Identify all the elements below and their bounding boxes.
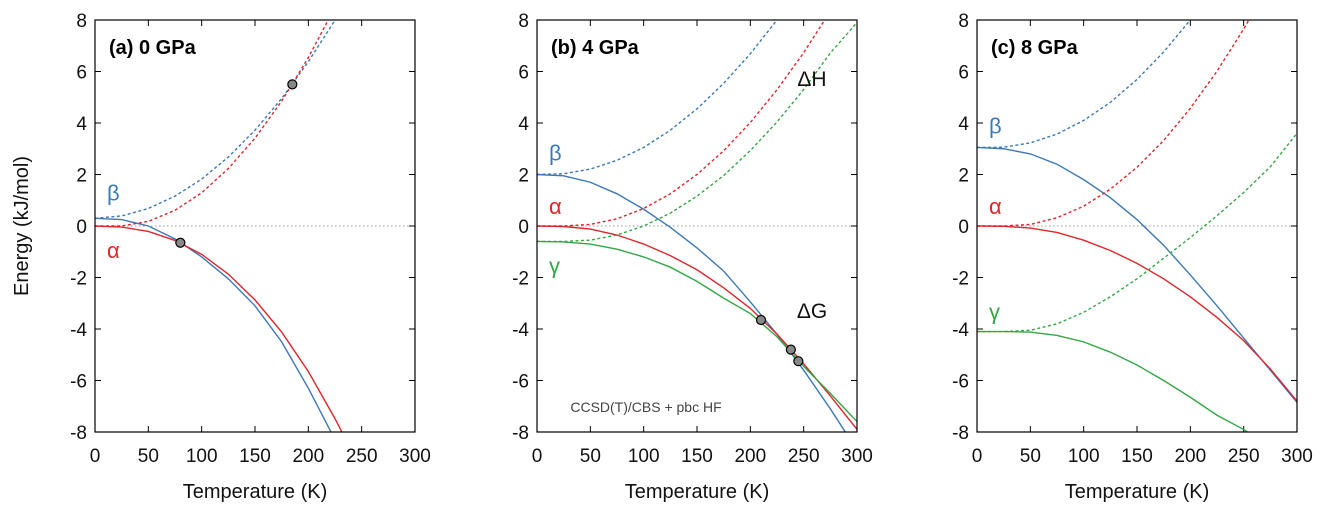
annotation: ΔG: [797, 300, 827, 323]
free-energy-line: [95, 217, 332, 432]
enthalpy-line: [537, 22, 857, 243]
y-tick-label: 2: [958, 166, 969, 187]
annotation: CCSD(T)/CBS + pbc HF: [570, 399, 721, 415]
x-tick-label: 100: [1068, 446, 1100, 467]
x-tick-label: 0: [532, 446, 543, 467]
x-tick-label: 50: [1020, 446, 1041, 467]
enthalpy-line: [537, 20, 826, 227]
free-energy-line: [95, 225, 343, 432]
x-tick-label: 300: [841, 446, 873, 467]
y-tick-label: 4: [76, 114, 87, 135]
x-tick-label: 0: [90, 446, 101, 467]
x-tick-label: 300: [399, 446, 431, 467]
y-tick-label: 2: [518, 166, 529, 187]
y-tick-label: -6: [512, 372, 529, 393]
enthalpy-line: [95, 20, 336, 219]
curves: [95, 20, 343, 432]
x-tick-label: 100: [628, 446, 660, 467]
y-tick-label: -2: [512, 269, 529, 290]
enthalpy-line: [977, 132, 1297, 333]
y-tick-label: 8: [518, 11, 529, 32]
enthalpy-line: [537, 20, 778, 176]
x-tick-label: 150: [1121, 446, 1153, 467]
x-axis-label: Temperature (K): [183, 481, 328, 503]
y-tick-label: 0: [76, 217, 87, 238]
y-tick-label: -6: [70, 372, 87, 393]
free-energy-line: [977, 146, 1297, 403]
x-axis-label: Temperature (K): [1065, 481, 1210, 503]
panel-title: (a) 0 GPa: [109, 37, 197, 59]
phase-label: β: [107, 180, 120, 205]
y-tick-label: 2: [76, 166, 87, 187]
x-tick-label: 150: [239, 446, 271, 467]
y-tick-label: 0: [958, 217, 969, 238]
panel-title: (c) 8 GPa: [991, 37, 1079, 59]
free-energy-line: [537, 225, 857, 430]
y-tick-label: -8: [70, 423, 87, 444]
y-tick-label: 4: [518, 114, 529, 135]
x-tick-label: 200: [734, 446, 766, 467]
x-tick-label: 250: [788, 446, 820, 467]
phase-label: β: [989, 113, 1002, 138]
x-tick-label: 200: [1174, 446, 1206, 467]
annotation: ΔH: [797, 68, 826, 91]
x-tick-label: 300: [1281, 446, 1313, 467]
y-tick-label: 6: [518, 63, 529, 84]
phase-label: β: [549, 141, 562, 166]
free-energy-line: [977, 330, 1249, 432]
y-tick-label: -8: [952, 423, 969, 444]
x-tick-label: 250: [1228, 446, 1260, 467]
y-tick-label: 6: [958, 63, 969, 84]
y-tick-label: 6: [76, 63, 87, 84]
phase-label: γ: [549, 253, 560, 278]
plot-frame: [94, 19, 416, 433]
phase-label: α: [549, 194, 562, 219]
x-tick-label: 200: [292, 446, 324, 467]
y-axis-label: Energy (kJ/mol): [11, 156, 33, 296]
x-tick-label: 250: [346, 446, 378, 467]
x-tick-label: 150: [681, 446, 713, 467]
crossing-point: [287, 79, 298, 90]
y-tick-label: -8: [512, 423, 529, 444]
curves: [977, 20, 1297, 432]
phase-label: α: [107, 238, 120, 263]
y-tick-label: -4: [70, 320, 87, 341]
crossing-point: [755, 314, 767, 326]
phase-label: α: [989, 194, 1002, 219]
free-energy-line: [537, 173, 847, 432]
x-axis-label: Temperature (K): [625, 481, 770, 503]
enthalpy-line: [977, 20, 1250, 227]
free-energy-line: [537, 240, 857, 423]
enthalpy-line: [977, 20, 1191, 149]
curves: [537, 20, 857, 432]
phase-label: γ: [989, 300, 1000, 325]
x-tick-label: 0: [972, 446, 983, 467]
y-tick-label: 4: [958, 114, 969, 135]
free-energy-line: [977, 225, 1297, 402]
x-tick-label: 50: [580, 446, 601, 467]
plot-frame: [536, 19, 858, 433]
plot-frame: [976, 19, 1298, 433]
y-tick-label: -6: [952, 372, 969, 393]
panel-title: (b) 4 GPa: [551, 37, 640, 59]
y-tick-label: 0: [518, 217, 529, 238]
y-tick-label: -4: [952, 320, 969, 341]
enthalpy-line: [95, 20, 329, 227]
y-tick-label: 8: [958, 11, 969, 32]
y-tick-label: -4: [512, 320, 529, 341]
crossing-point: [175, 237, 186, 248]
crossing-point: [785, 344, 796, 355]
y-tick-label: -2: [952, 269, 969, 290]
y-tick-label: -2: [70, 269, 87, 290]
x-tick-label: 100: [186, 446, 218, 467]
crossing-point: [793, 356, 804, 367]
y-tick-label: 8: [76, 11, 87, 32]
x-tick-label: 50: [138, 446, 159, 467]
